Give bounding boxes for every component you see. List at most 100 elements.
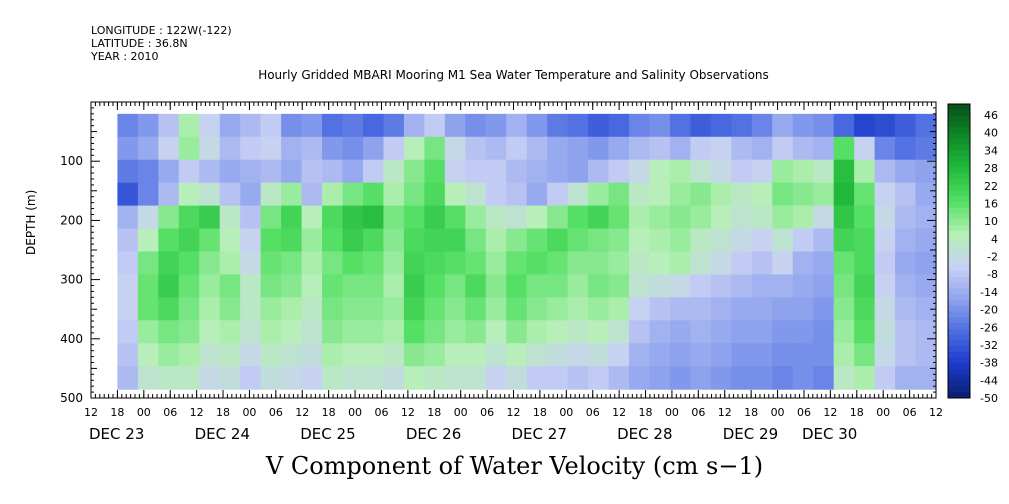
heatmap-cell bbox=[403, 274, 425, 298]
heatmap-cell bbox=[362, 159, 385, 184]
heatmap-cell bbox=[526, 297, 548, 321]
heatmap-cell bbox=[629, 113, 651, 138]
heatmap-cell bbox=[301, 274, 323, 298]
heatmap-cell bbox=[895, 228, 917, 253]
heatmap-cell bbox=[649, 182, 671, 207]
heatmap-cell bbox=[813, 366, 835, 390]
heatmap-cell bbox=[342, 366, 364, 390]
heatmap-cell bbox=[751, 297, 773, 321]
colorbar-segment bbox=[948, 311, 970, 318]
heatmap-cell bbox=[383, 205, 405, 230]
heatmap-cell bbox=[178, 205, 200, 230]
heatmap-cell bbox=[915, 366, 937, 390]
heatmap-cell bbox=[219, 136, 241, 161]
heatmap-cell bbox=[506, 343, 528, 367]
heatmap-cell bbox=[362, 136, 385, 161]
heatmap-cell bbox=[260, 251, 282, 276]
heatmap-cell bbox=[915, 297, 937, 321]
colorbar-segment bbox=[948, 323, 970, 330]
heatmap-cell bbox=[485, 320, 507, 344]
heatmap-cell bbox=[669, 136, 692, 161]
heatmap-cell bbox=[874, 366, 896, 390]
heatmap-cell bbox=[608, 251, 630, 276]
heatmap-cell bbox=[813, 228, 835, 253]
heatmap-cell bbox=[854, 297, 876, 321]
colorbar-label: -20 bbox=[980, 304, 998, 317]
heatmap-cell bbox=[260, 182, 282, 207]
heatmap-cell bbox=[915, 182, 937, 207]
heatmap-cell bbox=[362, 228, 385, 253]
heatmap-cell bbox=[547, 205, 569, 230]
heatmap-cell bbox=[895, 205, 917, 230]
heatmap-cell bbox=[465, 205, 487, 230]
colorbar-segment bbox=[948, 369, 970, 376]
heatmap-cell bbox=[629, 320, 651, 344]
heatmap-cell bbox=[137, 274, 159, 298]
heatmap-cell bbox=[137, 320, 159, 344]
x-hour-tick-label: 06 bbox=[163, 406, 177, 419]
heatmap-cell bbox=[690, 320, 712, 344]
heatmap-cell bbox=[506, 320, 528, 344]
heatmap-cell bbox=[301, 228, 323, 253]
heatmap-cell bbox=[792, 136, 814, 161]
y-tick-label: 200 bbox=[60, 213, 83, 227]
heatmap-cell bbox=[322, 136, 344, 161]
heatmap-cell bbox=[158, 320, 180, 344]
heatmap-cell bbox=[833, 113, 855, 138]
heatmap-cell bbox=[444, 343, 466, 367]
colorbar-segment bbox=[948, 196, 970, 203]
heatmap-cell bbox=[629, 297, 651, 321]
heatmap-cell bbox=[301, 205, 323, 230]
x-hour-tick-label: 00 bbox=[348, 406, 362, 419]
heatmap-cell bbox=[854, 366, 876, 390]
heatmap-cell bbox=[792, 366, 814, 390]
heatmap-cell bbox=[117, 366, 139, 390]
heatmap-cell bbox=[465, 159, 487, 184]
heatmap-cell bbox=[424, 205, 446, 230]
heatmap-cell bbox=[854, 159, 876, 184]
colorbar-segment bbox=[948, 334, 970, 341]
colorbar-label: -2 bbox=[987, 251, 998, 264]
heatmap-cell bbox=[772, 205, 794, 230]
heatmap-cell bbox=[669, 113, 692, 138]
colorbar-label: 16 bbox=[984, 197, 998, 210]
heatmap-cell bbox=[608, 228, 630, 253]
heatmap-cell bbox=[690, 205, 712, 230]
heatmap-cell bbox=[690, 136, 712, 161]
heatmap-cell bbox=[260, 159, 282, 184]
heatmap-cell bbox=[219, 182, 241, 207]
colorbar-segment bbox=[948, 265, 970, 272]
heatmap-cell bbox=[895, 274, 917, 298]
colorbar-segment bbox=[948, 340, 970, 347]
heatmap-cell bbox=[669, 228, 692, 253]
colorbar-segment bbox=[948, 219, 970, 226]
heatmap-cell bbox=[281, 274, 303, 298]
heatmap-cell bbox=[649, 297, 671, 321]
heatmap-cell bbox=[526, 159, 548, 184]
heatmap-cell bbox=[710, 366, 732, 390]
x-day-label: DEC 25 bbox=[300, 425, 355, 443]
heatmap-cell bbox=[813, 297, 835, 321]
heatmap-cell bbox=[669, 297, 692, 321]
heatmap-cell bbox=[281, 159, 303, 184]
heatmap-cell bbox=[874, 182, 896, 207]
heatmap-cell bbox=[444, 182, 466, 207]
x-hour-tick-label: 18 bbox=[322, 406, 336, 419]
colorbar-segment bbox=[948, 271, 970, 278]
heatmap-cell bbox=[383, 343, 405, 367]
x-hour-tick-label: 18 bbox=[744, 406, 758, 419]
heatmap-cell bbox=[895, 136, 917, 161]
heatmap-cell bbox=[710, 136, 732, 161]
x-hour-tick-label: 18 bbox=[427, 406, 441, 419]
heatmap-cell bbox=[547, 366, 569, 390]
heatmap-cell bbox=[690, 113, 712, 138]
heatmap-cell bbox=[424, 159, 446, 184]
heatmap-cell bbox=[813, 320, 835, 344]
heatmap-cell bbox=[117, 113, 139, 138]
heatmap-cell bbox=[547, 113, 569, 138]
x-hour-tick-label: 18 bbox=[639, 406, 653, 419]
heatmap-cell bbox=[260, 136, 282, 161]
heatmap-cell bbox=[547, 343, 569, 367]
heatmap-cell bbox=[199, 274, 221, 298]
heatmap-cell bbox=[362, 366, 385, 390]
